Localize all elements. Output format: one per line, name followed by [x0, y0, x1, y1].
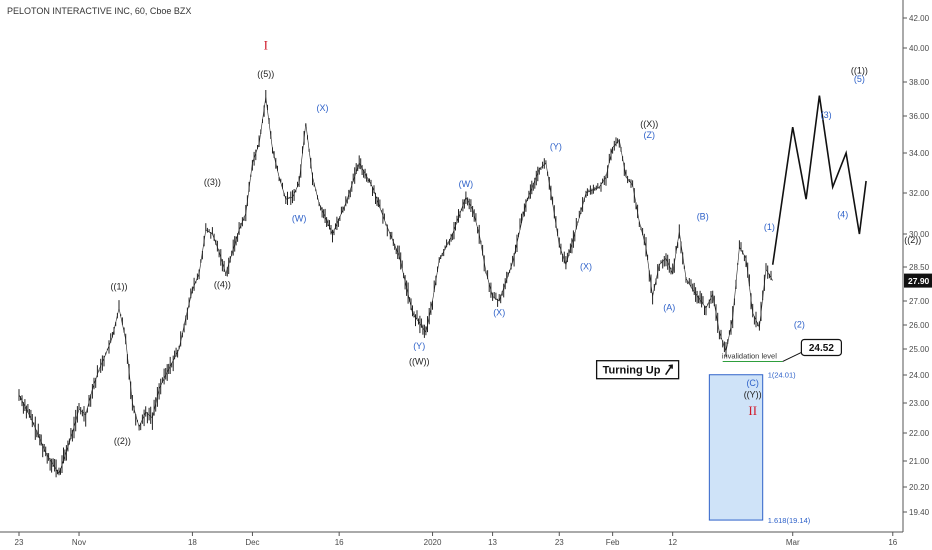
y-tick-label: 26.00 [909, 321, 930, 330]
wave-labels: ((1)) ((2)) ((3)) ((4)) ((5)) I (W) (X) (Y) ((W))… [111, 38, 922, 447]
wave-label: (4) [837, 210, 848, 220]
x-tick-label: 23 [15, 538, 24, 547]
y-tick-label: 28.50 [909, 263, 930, 272]
x-tick-label: Mar [786, 538, 800, 547]
wave-label: (A) [663, 303, 675, 313]
y-tick-label: 42.00 [909, 14, 930, 23]
target-box-rect [708, 374, 764, 521]
wave-label: ((3)) [204, 177, 221, 187]
price-line [18, 97, 773, 475]
turning-up-text: Turning Up [603, 365, 661, 377]
y-tick-label: 20.20 [909, 483, 930, 492]
y-tick-label: 25.00 [909, 345, 930, 354]
wave-label: ((1)) [111, 282, 128, 292]
wave-label: I [264, 38, 268, 53]
x-tick-label: Dec [245, 538, 259, 547]
x-tick-label: 23 [555, 538, 564, 547]
y-tick-label: 30.00 [909, 230, 930, 239]
y-tick-label: 27.00 [909, 297, 930, 306]
last-price-label: 27.90 [908, 276, 930, 286]
wave-label: ((W)) [409, 357, 429, 367]
invalidation-level: invalidation level 24.52 [722, 338, 842, 362]
x-tick-label: 16 [335, 538, 344, 547]
wave-label: ((Y)) [744, 389, 762, 399]
wave-label: (W) [292, 214, 307, 224]
wave-label: (W) [459, 179, 474, 189]
x-tick-label: Feb [606, 538, 620, 547]
wave-label: (X) [493, 307, 505, 317]
last-price-marker [904, 273, 932, 288]
x-tick-label: 16 [888, 538, 897, 547]
wave-label: (B) [697, 212, 709, 222]
turning-up-label: Turning Up [595, 360, 680, 380]
wave-label: (X) [580, 261, 592, 271]
wave-label: ((2)) [114, 436, 131, 446]
wave-label: ((4)) [214, 279, 231, 289]
y-tick-label: 36.00 [909, 112, 930, 121]
wave-label: (C) [746, 378, 759, 388]
y-tick-label: 23.00 [909, 399, 930, 408]
y-tick-label: 32.00 [909, 189, 930, 198]
y-tick-label: 22.00 [909, 429, 930, 438]
arrow-up-icon [664, 364, 673, 376]
wave-label: (5) [854, 74, 865, 84]
x-tick-label: 18 [188, 538, 197, 547]
wave-label: II [748, 403, 757, 418]
projection-line [771, 95, 867, 265]
wave-label: ((5)) [257, 69, 274, 79]
x-tick-label: Nov [72, 538, 86, 547]
wave-label: ((1)) [851, 66, 868, 76]
y-tick-label: 40.00 [909, 44, 930, 53]
y-tick-label: 19.40 [909, 508, 930, 517]
wave-label: (X) [317, 103, 329, 113]
y-tick-label: 34.00 [909, 149, 930, 158]
wave-label: (Y) [413, 341, 425, 351]
y-tick-label: 38.00 [909, 78, 930, 87]
invalidation-value: 24.52 [809, 343, 834, 354]
wave-label: (1) [764, 222, 775, 232]
fib-level-label: 1.618(19.14) [768, 516, 811, 525]
wave-label: (Z) [644, 130, 656, 140]
invalidation-text: invalidation level [722, 351, 777, 360]
x-tick-label: 13 [488, 538, 497, 547]
target-box: 1(24.01) 1.618(19.14) [708, 371, 811, 525]
fib-level-label: 1(24.01) [768, 371, 796, 380]
y-tick-label: 21.00 [909, 457, 930, 466]
projection-path [771, 95, 867, 265]
price-series [18, 90, 773, 478]
y-axis: 42.00 40.00 38.00 36.00 34.00 32.00 30.00 28.50… [902, 0, 932, 532]
chart-title: PELOTON INTERACTIVE INC, 60, Cboe BZX [7, 6, 191, 16]
y-tick-label: 24.00 [909, 371, 930, 380]
x-tick-label: 12 [668, 538, 677, 547]
wave-label: ((X)) [640, 119, 658, 129]
wave-label: (2) [794, 319, 805, 329]
invalidation-callout [800, 338, 842, 357]
x-axis: 23Nov18Dec1620201323Feb12Mar16Ap [0, 531, 903, 547]
wave-label: (3) [821, 110, 832, 120]
callout-pointer [782, 352, 802, 362]
turning-up-box [595, 360, 680, 380]
wave-label: ((2)) [904, 235, 921, 245]
wave-label: (Y) [550, 141, 562, 151]
x-tick-label: 2020 [424, 538, 442, 547]
